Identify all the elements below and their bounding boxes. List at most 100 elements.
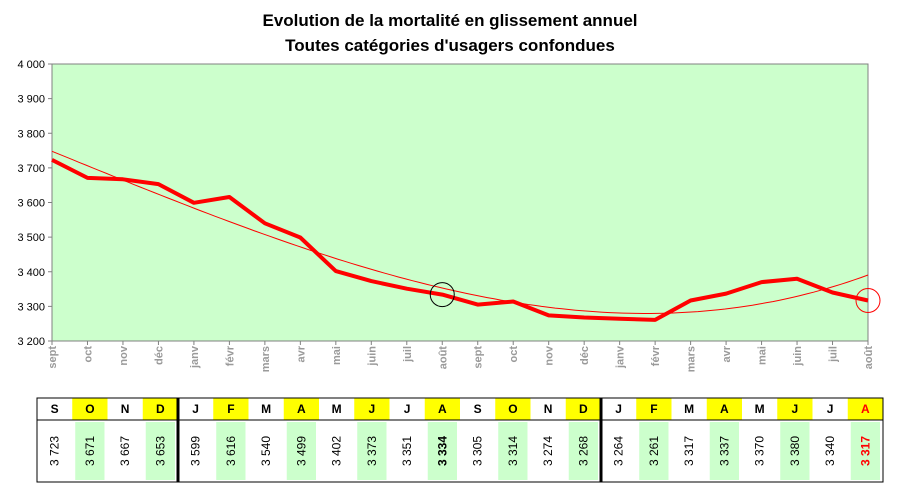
value-cell: [568, 422, 598, 480]
month-label: M: [684, 402, 694, 416]
month-label: S: [51, 402, 59, 416]
x-tick-label: sept: [473, 346, 485, 369]
month-cell: [424, 398, 460, 420]
data-point: [121, 177, 125, 181]
x-tick-label: mai: [331, 346, 343, 365]
value-label: 3 268: [576, 436, 590, 466]
x-tick-label: août: [863, 346, 875, 370]
data-point: [298, 235, 302, 239]
data-point: [369, 279, 373, 283]
value-label: 3 616: [224, 436, 238, 466]
value-cell: [357, 422, 387, 480]
value-cell: [110, 422, 140, 480]
value-cell: [286, 422, 316, 480]
month-cell: [283, 398, 319, 420]
value-cell: [780, 422, 810, 480]
month-cell: [178, 398, 214, 420]
x-tick-label: mars: [686, 346, 698, 372]
value-cell: [145, 422, 175, 480]
x-tick-label: oct: [508, 346, 520, 363]
data-point: [50, 158, 54, 162]
value-cell: [216, 422, 246, 480]
value-cell: [850, 422, 880, 480]
month-label: A: [438, 402, 447, 416]
month-cell: [72, 398, 108, 420]
month-label: M: [755, 402, 765, 416]
value-cell: [639, 422, 669, 480]
month-cell: [777, 398, 813, 420]
month-cell: [142, 398, 178, 420]
data-point: [547, 313, 551, 317]
month-label: A: [861, 402, 870, 416]
value-label: 3 380: [788, 436, 802, 466]
value-label: 3 499: [294, 436, 308, 466]
month-label: F: [650, 402, 657, 416]
value-cell: [40, 422, 70, 480]
month-cell: [107, 398, 143, 420]
value-cell: [251, 422, 281, 480]
plot-area: [51, 63, 869, 342]
value-cell: [498, 422, 528, 480]
data-point: [476, 303, 480, 307]
value-cell: [745, 422, 775, 480]
value-cell: [674, 422, 704, 480]
value-label: 3 317: [682, 436, 696, 466]
month-cell: [812, 398, 848, 420]
x-tick-label: juin: [366, 346, 378, 367]
month-label: D: [156, 402, 165, 416]
value-cell: [709, 422, 739, 480]
month-cell: [565, 398, 601, 420]
value-cell: [322, 422, 352, 480]
data-point: [760, 280, 764, 284]
x-tick-label: sept: [47, 346, 59, 369]
value-label: 3 540: [259, 436, 273, 466]
data-point: [831, 291, 835, 295]
month-cell: [460, 398, 496, 420]
value-cell: [427, 422, 457, 480]
month-label: A: [297, 402, 306, 416]
x-tick-label: juil: [828, 346, 840, 363]
value-label: 3 305: [471, 436, 485, 466]
x-tick-label: oct: [82, 346, 94, 363]
month-label: M: [332, 402, 342, 416]
value-label: 3 370: [753, 436, 767, 466]
month-label: J: [404, 402, 411, 416]
month-cell: [213, 398, 249, 420]
y-tick-label: 3 200: [17, 336, 45, 348]
x-tick-label: avr: [295, 345, 307, 362]
month-cell: [37, 398, 73, 420]
value-label: 3 671: [83, 436, 97, 466]
data-point: [582, 315, 586, 319]
x-tick-label: janv: [189, 345, 201, 369]
month-label: A: [720, 402, 729, 416]
month-cell: [847, 398, 883, 420]
data-point: [689, 298, 693, 302]
data-point: [334, 269, 338, 273]
month-cell: [601, 398, 637, 420]
series-line: [51, 158, 869, 322]
month-cell: [319, 398, 355, 420]
month-label: J: [615, 402, 622, 416]
month-cell: [248, 398, 284, 420]
value-label: 3 723: [48, 436, 62, 466]
value-label: 3 373: [365, 436, 379, 466]
data-point: [263, 221, 267, 225]
month-cell: [742, 398, 778, 420]
month-cell: [389, 398, 425, 420]
data-point: [511, 300, 515, 304]
trend-line: [51, 150, 869, 314]
x-tick-label: févr: [224, 345, 236, 366]
value-cell: [533, 422, 563, 480]
data-point: [156, 182, 160, 186]
value-label: 3 351: [400, 436, 414, 466]
value-cell: [604, 422, 634, 480]
month-label: F: [227, 402, 234, 416]
value-label: 3 317: [858, 436, 872, 466]
value-label: 3 340: [823, 436, 837, 466]
data-point: [795, 277, 799, 281]
y-axis: 3 200 3 300 3 400 3 500 3 600 3 700 3 800 3 900…: [17, 59, 52, 348]
table-border: [36, 397, 884, 483]
month-label: J: [192, 402, 199, 416]
data-point: [866, 298, 870, 302]
